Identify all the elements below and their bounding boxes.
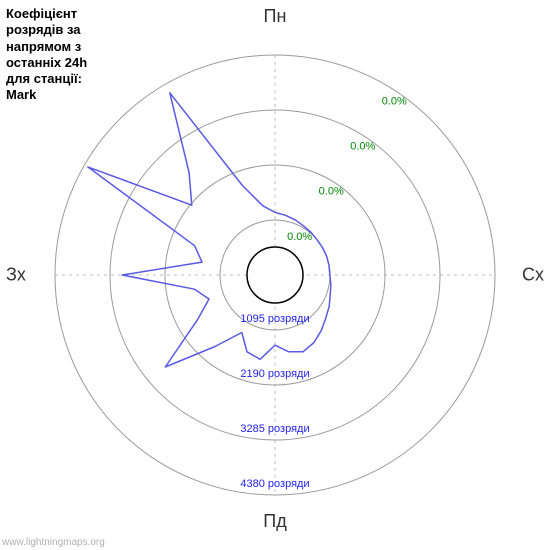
pct-label: 0.0% bbox=[287, 231, 312, 243]
pct-label: 0.0% bbox=[319, 186, 344, 198]
pct-label: 0.0% bbox=[382, 96, 407, 108]
ring-label: 1095 розряди bbox=[240, 313, 309, 325]
pct-label: 0.0% bbox=[350, 141, 375, 153]
ring-label: 2190 розряди bbox=[240, 368, 309, 380]
polar-chart: 0.0% 0.0% 0.0% 0.0% 1095 розряди 2190 розряди… bbox=[0, 0, 550, 550]
ring-label: 4380 розряди bbox=[240, 478, 309, 490]
ring-label: 3285 розряди bbox=[240, 423, 309, 435]
center-hole bbox=[247, 247, 303, 303]
